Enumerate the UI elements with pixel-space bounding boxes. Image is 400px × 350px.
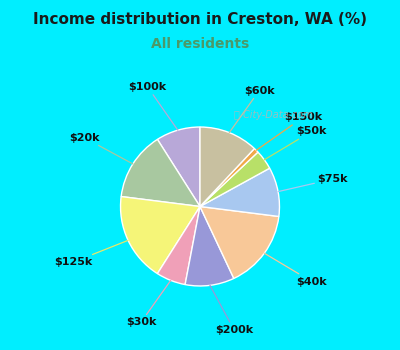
Text: $75k: $75k	[278, 174, 348, 191]
Wedge shape	[200, 152, 270, 206]
Wedge shape	[158, 127, 200, 206]
Wedge shape	[158, 206, 200, 285]
Text: $200k: $200k	[210, 285, 253, 335]
Text: $60k: $60k	[229, 86, 274, 133]
Text: $150k: $150k	[256, 112, 322, 150]
Text: $30k: $30k	[126, 280, 171, 327]
Text: $100k: $100k	[129, 82, 178, 130]
Text: $50k: $50k	[264, 126, 327, 160]
Text: $125k: $125k	[54, 240, 128, 267]
Wedge shape	[200, 127, 254, 206]
Text: $20k: $20k	[69, 133, 133, 164]
Wedge shape	[120, 197, 200, 274]
Text: All residents: All residents	[151, 37, 249, 51]
Wedge shape	[200, 148, 258, 206]
Text: $40k: $40k	[264, 253, 327, 287]
Text: ⓘ City-Data.com: ⓘ City-Data.com	[234, 110, 313, 120]
Wedge shape	[121, 139, 200, 206]
Wedge shape	[200, 206, 279, 278]
Wedge shape	[185, 206, 234, 286]
Text: Income distribution in Creston, WA (%): Income distribution in Creston, WA (%)	[33, 12, 367, 27]
Wedge shape	[200, 168, 280, 216]
